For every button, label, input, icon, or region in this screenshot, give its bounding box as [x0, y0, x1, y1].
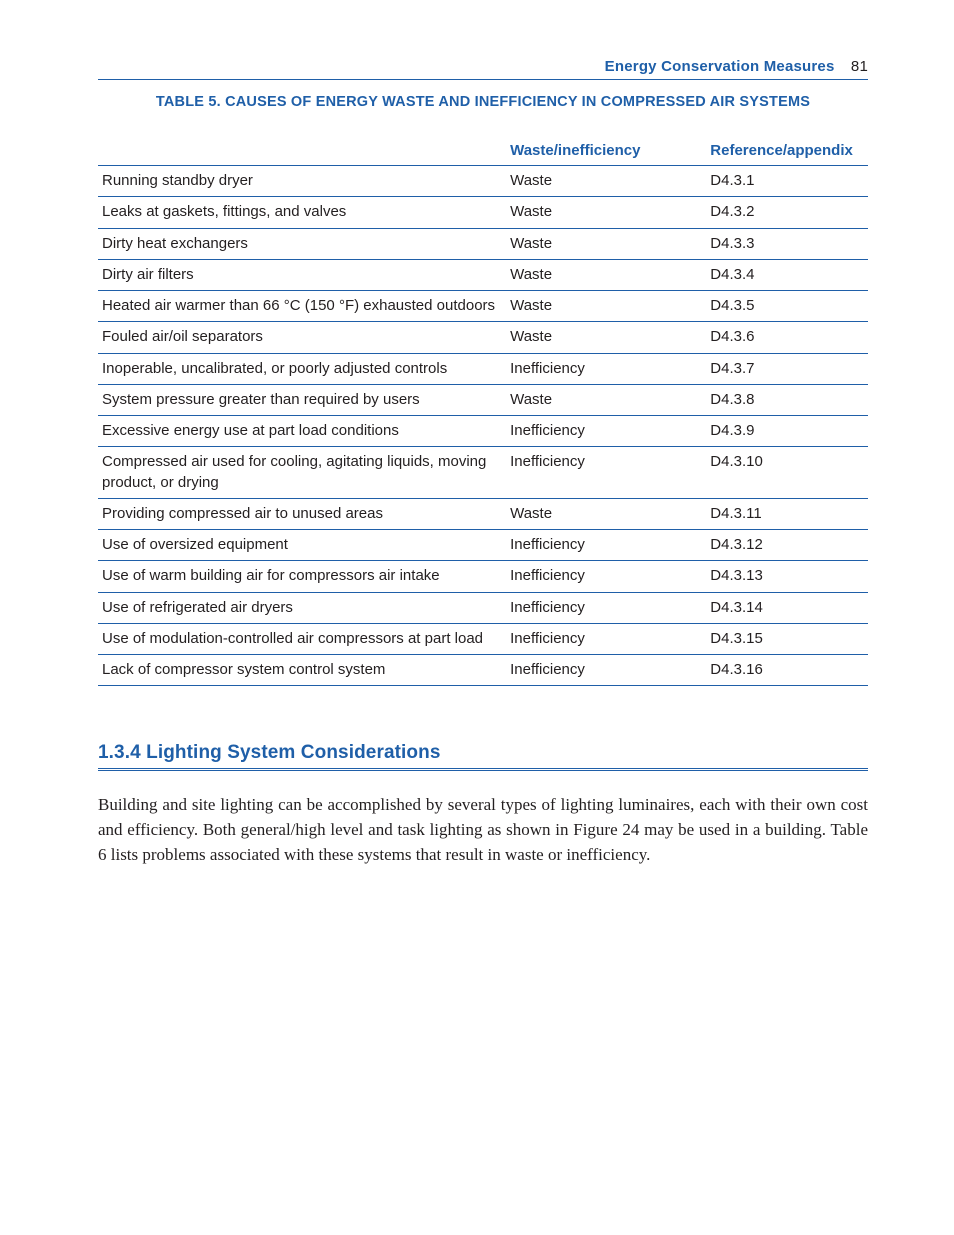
table-cell: D4.3.14: [706, 592, 868, 623]
table-cell: Use of warm building air for compressors…: [98, 561, 506, 592]
table5-block: TABLE 5. CAUSES OF ENERGY WASTE AND INEF…: [98, 94, 868, 686]
table-cell: D4.3.13: [706, 561, 868, 592]
table-row: System pressure greater than required by…: [98, 384, 868, 415]
table-cell: Inefficiency: [506, 416, 706, 447]
table-cell: Waste: [506, 322, 706, 353]
table-cell: D4.3.3: [706, 228, 868, 259]
table-cell: D4.3.8: [706, 384, 868, 415]
table-cell: D4.3.1: [706, 166, 868, 197]
table-cell: Use of oversized equipment: [98, 530, 506, 561]
table-cell: Compressed air used for cooling, agitati…: [98, 447, 506, 499]
table-cell: Waste: [506, 259, 706, 290]
table-cell: D4.3.5: [706, 291, 868, 322]
page-number: 81: [851, 58, 868, 75]
table-cell: Dirty air filters: [98, 259, 506, 290]
table-row: Heated air warmer than 66 °C (150 °F) ex…: [98, 291, 868, 322]
table-cell: D4.3.11: [706, 498, 868, 529]
section-heading-rule: [98, 768, 868, 771]
header-rule: [98, 79, 868, 80]
table5-col-1: Waste/inefficiency: [506, 136, 706, 166]
table-cell: D4.3.4: [706, 259, 868, 290]
table-row: Use of refrigerated air dryersInefficien…: [98, 592, 868, 623]
table-cell: Waste: [506, 498, 706, 529]
table-cell: D4.3.6: [706, 322, 868, 353]
table-cell: Leaks at gaskets, fittings, and valves: [98, 197, 506, 228]
table-cell: Running standby dryer: [98, 166, 506, 197]
table-row: Compressed air used for cooling, agitati…: [98, 447, 868, 499]
table-cell: D4.3.2: [706, 197, 868, 228]
table-cell: Inefficiency: [506, 623, 706, 654]
table5-title: TABLE 5. CAUSES OF ENERGY WASTE AND INEF…: [98, 94, 868, 110]
table-cell: Excessive energy use at part load condit…: [98, 416, 506, 447]
running-title: Energy Conservation Measures: [605, 58, 835, 75]
table-cell: Providing compressed air to unused areas: [98, 498, 506, 529]
table-cell: Waste: [506, 197, 706, 228]
table-row: Providing compressed air to unused areas…: [98, 498, 868, 529]
table-row: Dirty heat exchangersWasteD4.3.3: [98, 228, 868, 259]
section-heading: 1.3.4 Lighting System Considerations: [98, 742, 868, 768]
table-row: Inoperable, uncalibrated, or poorly adju…: [98, 353, 868, 384]
table-row: Fouled air/oil separatorsWasteD4.3.6: [98, 322, 868, 353]
table5-col-0: [98, 136, 506, 166]
table-cell: Use of refrigerated air dryers: [98, 592, 506, 623]
running-header: Energy Conservation Measures 81: [98, 58, 868, 79]
table-cell: Waste: [506, 384, 706, 415]
table5: Waste/inefficiency Reference/appendix Ru…: [98, 136, 868, 686]
table-cell: Dirty heat exchangers: [98, 228, 506, 259]
table-cell: Waste: [506, 228, 706, 259]
table-cell: D4.3.10: [706, 447, 868, 499]
table-cell: Inefficiency: [506, 530, 706, 561]
table-row: Use of warm building air for compressors…: [98, 561, 868, 592]
table-cell: Inefficiency: [506, 353, 706, 384]
table-cell: Inefficiency: [506, 655, 706, 686]
table5-header-row: Waste/inefficiency Reference/appendix: [98, 136, 868, 166]
table-cell: System pressure greater than required by…: [98, 384, 506, 415]
table-cell: Inoperable, uncalibrated, or poorly adju…: [98, 353, 506, 384]
table-cell: D4.3.12: [706, 530, 868, 561]
table-row: Leaks at gaskets, fittings, and valvesWa…: [98, 197, 868, 228]
table-cell: Use of modulation-controlled air compres…: [98, 623, 506, 654]
table-cell: D4.3.15: [706, 623, 868, 654]
table-cell: Waste: [506, 166, 706, 197]
table5-body: Running standby dryerWasteD4.3.1Leaks at…: [98, 166, 868, 686]
table-cell: Lack of compressor system control system: [98, 655, 506, 686]
table-cell: Waste: [506, 291, 706, 322]
table5-col-2: Reference/appendix: [706, 136, 868, 166]
section-body-paragraph: Building and site lighting can be accomp…: [98, 793, 868, 867]
table-cell: Inefficiency: [506, 447, 706, 499]
table-cell: D4.3.16: [706, 655, 868, 686]
table-cell: D4.3.9: [706, 416, 868, 447]
table-cell: Inefficiency: [506, 592, 706, 623]
table-row: Dirty air filtersWasteD4.3.4: [98, 259, 868, 290]
table-cell: Heated air warmer than 66 °C (150 °F) ex…: [98, 291, 506, 322]
table-row: Use of oversized equipmentInefficiencyD4…: [98, 530, 868, 561]
table-row: Excessive energy use at part load condit…: [98, 416, 868, 447]
table-cell: Fouled air/oil separators: [98, 322, 506, 353]
table-cell: Inefficiency: [506, 561, 706, 592]
table-row: Running standby dryerWasteD4.3.1: [98, 166, 868, 197]
table-row: Lack of compressor system control system…: [98, 655, 868, 686]
table-row: Use of modulation-controlled air compres…: [98, 623, 868, 654]
table-cell: D4.3.7: [706, 353, 868, 384]
